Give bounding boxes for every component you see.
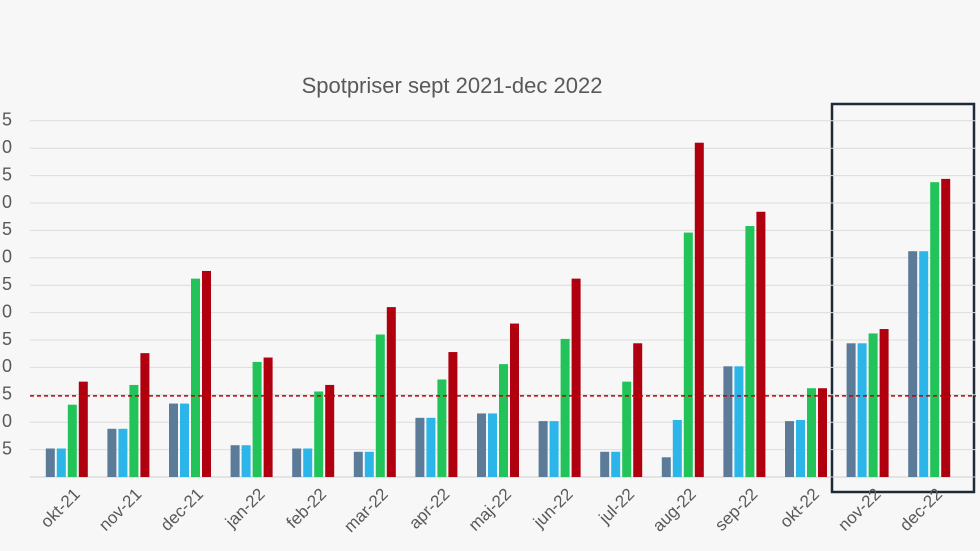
bar (448, 352, 458, 477)
x-tick-label: okt-22 (776, 485, 823, 532)
bar (325, 384, 335, 477)
bar (364, 451, 374, 477)
x-tick-label: aug-22 (649, 485, 700, 536)
x-tick-label: jun-22 (529, 485, 577, 533)
y-tick-label: 0 (2, 192, 12, 212)
y-tick-label: 5 (2, 164, 12, 184)
bar (661, 457, 671, 477)
bar (600, 451, 610, 477)
bar (45, 448, 55, 477)
y-tick-label: 5 (2, 274, 12, 294)
bar (549, 421, 559, 477)
bar (169, 403, 178, 477)
bar (745, 226, 755, 477)
y-tick-label: 5 (2, 329, 12, 349)
bar (292, 448, 302, 477)
bar (672, 420, 682, 477)
bar (807, 388, 816, 477)
bar (930, 182, 940, 477)
bar (611, 451, 621, 477)
y-tick-label: 5 (2, 110, 12, 130)
bar (375, 334, 385, 477)
x-tick-label: okt-21 (37, 485, 84, 532)
bar (857, 343, 867, 477)
bar (488, 413, 497, 477)
y-tick-label: 0 (2, 247, 12, 267)
bar (202, 270, 211, 477)
bar (78, 381, 88, 477)
bar (241, 445, 251, 477)
y-tick-label: 5 (2, 438, 12, 458)
bar (756, 211, 766, 477)
bar (908, 251, 918, 477)
bar (734, 366, 744, 477)
bar (67, 404, 77, 477)
x-tick-label: jul-22 (595, 485, 639, 529)
x-tick-label: feb-22 (283, 485, 331, 533)
bar (263, 357, 273, 477)
bar (560, 338, 570, 477)
bar (622, 381, 632, 477)
bar (694, 142, 704, 477)
bar (868, 333, 878, 477)
y-tick-label: 5 (2, 219, 12, 239)
bar (683, 232, 693, 477)
bar (796, 420, 805, 477)
bar (426, 417, 436, 477)
bar (785, 421, 794, 477)
bar (510, 323, 519, 477)
x-tick-label: dec-21 (157, 485, 207, 535)
bar (941, 178, 951, 477)
bar (303, 448, 313, 477)
bar (879, 329, 889, 477)
bar (353, 451, 363, 477)
bar (386, 307, 396, 477)
bar (107, 428, 117, 477)
x-tick-label: apr-22 (405, 485, 453, 533)
y-tick-label: 0 (2, 356, 12, 376)
bar (633, 343, 643, 477)
bar (230, 445, 240, 477)
x-tick-label: mar-22 (340, 485, 392, 537)
y-tick-label: 0 (2, 137, 12, 157)
bar (129, 384, 139, 477)
y-tick-label: 0 (2, 301, 12, 321)
x-tick-label: jan-22 (221, 485, 269, 533)
bar (538, 421, 548, 477)
bar (56, 448, 66, 477)
bar (919, 251, 929, 477)
bar (314, 391, 324, 477)
bar (118, 428, 128, 477)
bar (140, 353, 150, 477)
chart-title: Spotpriser sept 2021-dec 2022 (302, 73, 603, 98)
x-tick-label: nov-21 (95, 485, 145, 535)
bar (846, 343, 856, 477)
bar (437, 379, 447, 477)
bar (571, 278, 581, 477)
y-tick-label: 0 (2, 411, 12, 431)
bar (180, 403, 189, 477)
bar (818, 388, 827, 477)
y-tick-label: 5 (2, 384, 12, 404)
bar (477, 413, 486, 477)
bar (415, 417, 425, 477)
x-tick-label: maj-22 (465, 485, 515, 535)
bar (191, 278, 200, 477)
x-tick-label: sep-22 (711, 485, 761, 535)
bar (723, 366, 733, 477)
bar (499, 364, 508, 477)
bar (252, 361, 262, 477)
highlight-box (830, 102, 976, 494)
